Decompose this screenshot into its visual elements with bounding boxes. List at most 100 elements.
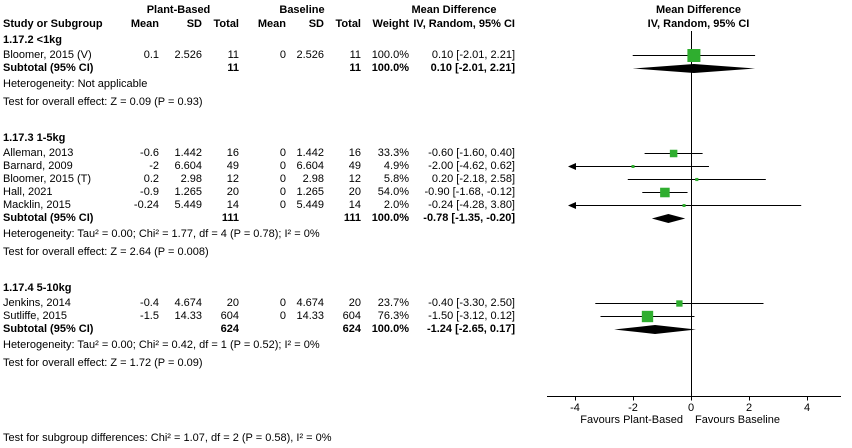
total1-cell: 49 (226, 160, 239, 172)
overall-test-row: Test for overall effect: Z = 1.72 (P = 0… (0, 354, 852, 372)
total1-cell: 12 (226, 173, 239, 185)
subtotal-row: Subtotal (95% CI) 111 111 100.0% -0.78 [-1.3… (0, 212, 852, 225)
ci-text-cell: -2.00 [-4.62, 0.62] (428, 160, 515, 172)
total1-cell: 20 (226, 297, 239, 309)
ci-text-cell: -0.90 [-1.68, -0.12] (424, 186, 516, 198)
spacer-row (0, 261, 852, 279)
plot-segment (545, 212, 852, 225)
mean1-cell: 0.1 (143, 49, 159, 61)
plot-segment (545, 111, 852, 129)
subtotal-total2-cell: 11 (349, 62, 361, 74)
total2-column-header: Total (335, 18, 361, 30)
plot-segment-svg (614, 323, 696, 336)
total1-column-header: Total (213, 18, 239, 30)
study-row: Bloomer, 2015 (V) 0.1 2.526 11 0 2.526 11 100.0… (0, 49, 852, 62)
mean2-cell: 0 (279, 173, 286, 185)
weight-cell: 33.3% (377, 147, 409, 159)
blank-cell (161, 212, 204, 225)
sd2-cell: 1.442 (296, 147, 324, 159)
spacer (0, 372, 545, 390)
plot-segment-svg (691, 225, 692, 243)
sd2-cell: 2.526 (296, 49, 324, 61)
study-row: Hall, 2021 -0.9 1.265 20 0 1.265 20 54.0% -0.90 … (0, 186, 852, 199)
sd2-cell: 2.98 (302, 173, 324, 185)
plot-segment (545, 173, 852, 186)
plot-segment-svg (632, 62, 756, 75)
plot-segment (545, 372, 852, 390)
study-name: Bloomer, 2015 (V) (3, 49, 92, 61)
weight-cell: 54.0% (377, 186, 409, 198)
total2-cell: 12 (348, 173, 361, 185)
plot-segment (545, 62, 852, 75)
plot-segment-svg (632, 49, 756, 62)
total2-cell: 604 (342, 310, 361, 322)
plot-segment (545, 297, 852, 310)
subtotal-total2-cell: 111 (343, 212, 361, 224)
heterogeneity-row: Heterogeneity: Not applicable (0, 75, 852, 93)
plot-segment (545, 199, 852, 212)
ci-text-cell: -0.60 [-1.60, 0.40] (428, 147, 515, 159)
study-row: Jenkins, 2014 -0.4 4.674 20 0 4.674 20 23.7% -0.… (0, 297, 852, 310)
weight-cell: 100.0% (371, 49, 409, 61)
plot-segment-svg (600, 310, 695, 323)
sd1-cell: 2.526 (174, 49, 202, 61)
weight-cell: 23.7% (377, 297, 409, 309)
tick-label: -2 (628, 402, 638, 414)
ci-text-cell: -0.40 [-3.30, 2.50] (428, 297, 515, 309)
subgroup-label-row: 1.17.3 1-5kg (0, 129, 852, 147)
subgroup-label: 1.17.4 5-10kg (3, 282, 72, 294)
plot-segment (545, 354, 852, 372)
plot-segment-svg (691, 261, 692, 279)
spacer-row (0, 372, 852, 390)
sd1-column-header: SD (186, 18, 202, 30)
heterogeneity-text: Heterogeneity: Tau² = 0.00; Chi² = 1.77,… (3, 228, 320, 240)
total1-cell: 604 (220, 310, 239, 322)
overall-test-row: Test for overall effect: Z = 2.64 (P = 0… (0, 243, 852, 261)
plot-segment-svg (595, 297, 764, 310)
subtotal-ci-cell: 0.10 [-2.01, 2.21] (430, 62, 515, 74)
plot-segment-svg (691, 279, 692, 297)
mean2-cell: 0 (279, 49, 286, 61)
subtotal-weight-cell: 100.0% (371, 62, 409, 74)
tick-label: -4 (570, 402, 580, 414)
overall-test-text: Test for overall effect: Z = 0.09 (P = 0… (3, 96, 203, 108)
plot-segment-svg (691, 372, 692, 390)
plot-segment-svg (691, 75, 692, 93)
sd1-cell: 4.674 (174, 297, 202, 309)
heterogeneity-text: Heterogeneity: Tau² = 0.00; Chi² = 0.42,… (3, 339, 320, 351)
total1-cell: 14 (226, 199, 239, 211)
subgroup-label: 1.17.3 1-5kg (3, 132, 66, 144)
group2-header: Baseline (279, 4, 325, 16)
sd2-column-header: SD (308, 18, 324, 30)
meta-analysis-forest-plot: Plant-Based Baseline Mean Difference Mea… (0, 3, 852, 446)
sd1-cell: 1.442 (174, 147, 202, 159)
plot-segment-svg (691, 129, 692, 147)
study-name: Sutliffe, 2015 (3, 310, 68, 322)
total2-cell: 20 (348, 186, 361, 198)
subtotal-ci-cell: -1.24 [-2.65, 0.17] (426, 323, 515, 335)
plot-segment-svg (691, 336, 692, 354)
subtotal-label: Subtotal (95% CI) (3, 62, 94, 74)
column-header-row: Study or Subgroup Mean SD Total Mean SD … (0, 17, 852, 31)
ci-text-cell: 0.20 [-2.18, 2.58] (431, 173, 515, 185)
subtotal-total1-cell: 111 (221, 212, 239, 224)
study-row: Macklin, 2015 -0.24 5.449 14 0 5.449 14 2.0% -0.… (0, 199, 852, 212)
effect-square (660, 187, 670, 198)
subtotal-label: Subtotal (95% CI) (3, 212, 94, 224)
plot-segment (545, 310, 852, 323)
sd2-cell: 4.674 (296, 297, 324, 309)
total2-cell: 11 (349, 49, 361, 61)
mean2-cell: 0 (279, 147, 286, 159)
study-name: Hall, 2021 (3, 186, 53, 198)
spacer (0, 261, 545, 279)
plot-segment-svg (691, 111, 692, 129)
sd2-cell: 14.33 (296, 310, 324, 322)
heterogeneity-row: Heterogeneity: Tau² = 0.00; Chi² = 0.42,… (0, 336, 852, 354)
plot-segment-svg (691, 243, 692, 261)
forest-rows: 1.17.2 <1kg Bloomer, 2015 (V) 0.1 2.526 11 0 2… (0, 31, 852, 390)
effect-square (641, 310, 654, 323)
subgroup-label: 1.17.2 <1kg (3, 34, 63, 46)
subtotal-diamond (632, 64, 756, 73)
spacer-cell (0, 3, 116, 17)
spacer (0, 111, 545, 129)
